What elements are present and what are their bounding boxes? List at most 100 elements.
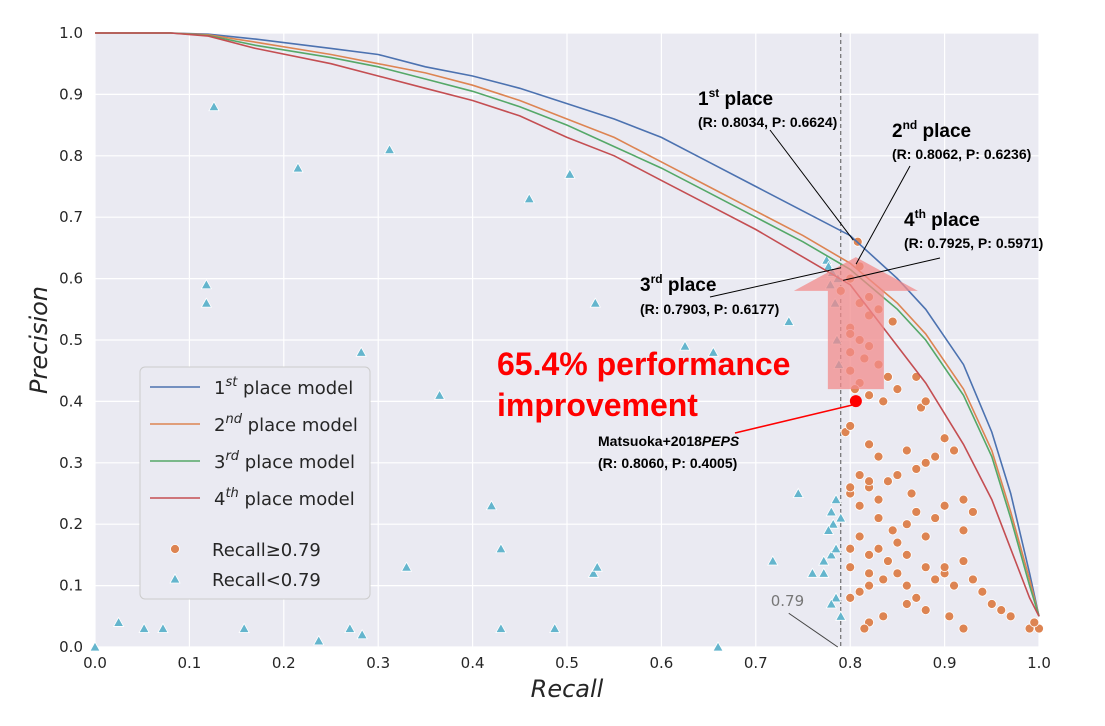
- scatter-point-high: [986, 599, 997, 609]
- scatter-point-high: [864, 550, 874, 560]
- scatter-point-low: [806, 567, 819, 578]
- legend-rest: place model: [239, 489, 355, 510]
- scatter-point-high: [845, 592, 856, 603]
- x-tick-label: 0.5: [555, 654, 579, 672]
- scatter-point-low: [344, 622, 356, 633]
- scatter-point-low: [830, 592, 842, 603]
- scatter-point-high: [958, 494, 969, 505]
- legend-label-3: 3rd place model: [214, 449, 355, 473]
- x-tick-label: 0.7: [744, 654, 768, 672]
- legend-sup: rd: [225, 449, 239, 464]
- legend-rest: place model: [237, 378, 353, 399]
- curves: [95, 32, 1040, 617]
- legend-rest: place model: [242, 415, 358, 436]
- scatter-point-low: [112, 616, 125, 627]
- place-number: 1: [698, 89, 709, 110]
- improvement-arrow-shape: [793, 257, 918, 390]
- scatter-point-high: [873, 451, 884, 462]
- x-tick-label: 0.8: [838, 654, 862, 672]
- scatter-point-low: [549, 622, 561, 633]
- scatter-point-low: [827, 518, 839, 529]
- scatter-point-low: [89, 641, 101, 652]
- scatter-point-low: [792, 487, 804, 498]
- scatter-point-high: [930, 513, 941, 523]
- scatter-point-low: [589, 297, 601, 308]
- highlight-detail: (R: 0.8060, P: 0.4005): [598, 455, 737, 471]
- y-tick-label: 0.8: [59, 147, 83, 165]
- scatter-point-high: [883, 476, 893, 487]
- scatter-point-high: [854, 531, 865, 542]
- scatter-point-high: [996, 605, 1007, 616]
- scatter-point-low: [292, 162, 304, 173]
- x-tick-label: 0.1: [177, 654, 201, 672]
- highlight-point: [849, 395, 862, 408]
- scatter-point-high: [939, 433, 950, 444]
- scatter-point-low: [707, 346, 719, 357]
- scatter-point-low: [238, 622, 250, 633]
- scatter-point-high: [920, 562, 931, 573]
- pr-curve-1: [95, 32, 1040, 617]
- place-superscript: st: [709, 86, 720, 100]
- x-tick-label: 0.9: [933, 654, 957, 672]
- y-tick-label: 0.3: [59, 454, 83, 472]
- x-tick-label: 0.2: [272, 654, 296, 672]
- y-tick-label: 0.1: [59, 577, 83, 595]
- scatter-point-low: [383, 143, 396, 155]
- legend-label-1: 1st place model: [214, 375, 353, 399]
- scatter-point-high: [939, 562, 950, 573]
- threshold-group: 0.79: [771, 33, 842, 648]
- scatter-point-high: [901, 519, 912, 530]
- y-tick-label: 0.5: [59, 331, 83, 349]
- scatter-point-high: [901, 599, 912, 609]
- scatter-point-high: [845, 482, 856, 493]
- place-annotation-detail: (R: 0.7903, P: 0.6177): [640, 301, 779, 317]
- place-superscript: rd: [651, 272, 663, 286]
- scatter-point-high: [845, 543, 856, 554]
- scatter-point-high: [845, 562, 856, 573]
- place-annotation-detail: (R: 0.7925, P: 0.5971): [904, 235, 1043, 251]
- scatter-point-low: [825, 506, 837, 517]
- place-word: place: [719, 89, 773, 110]
- scatter-recall-low: [89, 100, 847, 652]
- scatter-point-high: [958, 623, 969, 634]
- place-number: 4: [904, 210, 915, 231]
- scatter-point-high: [930, 574, 941, 585]
- scatter-point-high: [864, 439, 874, 450]
- annotations: Matsuoka+2018PEPS (R: 0.8060, P: 0.4005) 1…: [598, 86, 1043, 471]
- y-tick-label: 0.9: [59, 85, 83, 103]
- scatter-point-low: [767, 555, 779, 566]
- threshold-label-pointer: [788, 612, 839, 648]
- place-annotation-detail: (R: 0.8034, P: 0.6624): [698, 114, 837, 130]
- scatter-point-low: [818, 567, 830, 578]
- scatter-point-high: [854, 586, 865, 597]
- scatter-point-high: [911, 507, 922, 517]
- scatter-point-high: [906, 488, 917, 499]
- scatter-point-high: [892, 568, 903, 579]
- y-tick-label: 0.0: [59, 638, 83, 656]
- place-annotation-pointer: [843, 257, 941, 281]
- place-annotation-title: 4th place: [904, 207, 980, 231]
- scatter-point-high: [854, 500, 865, 511]
- scatter-point-high: [864, 568, 874, 579]
- legend-marker-high: [170, 544, 180, 554]
- scatter-point-low: [523, 192, 535, 204]
- scatter-point-high: [968, 574, 978, 585]
- scatter-point-high: [887, 525, 898, 536]
- pr-curve-3: [95, 32, 1040, 617]
- scatter-point-low: [313, 635, 325, 646]
- scatter-point-high: [892, 537, 903, 548]
- scatter-point-low: [433, 389, 446, 400]
- scatter-recall-high: [835, 236, 1044, 634]
- scatter-point-low: [679, 340, 691, 351]
- place-number: 3: [640, 275, 651, 296]
- scatter-point-low: [591, 561, 603, 572]
- y-tick-label: 0.6: [59, 270, 83, 288]
- scatter-point-high: [878, 574, 889, 585]
- legend-num: 1: [214, 378, 225, 399]
- ticks: 0.0 0.1 0.2 0.3 0.4 0.5 0.6 0.7 0.8 0.9 1.0 0.0 0.1 0…: [59, 24, 1051, 672]
- scatter-point-low: [818, 555, 830, 566]
- place-superscript: nd: [903, 118, 918, 132]
- improvement-text-line2: improvement: [497, 387, 698, 423]
